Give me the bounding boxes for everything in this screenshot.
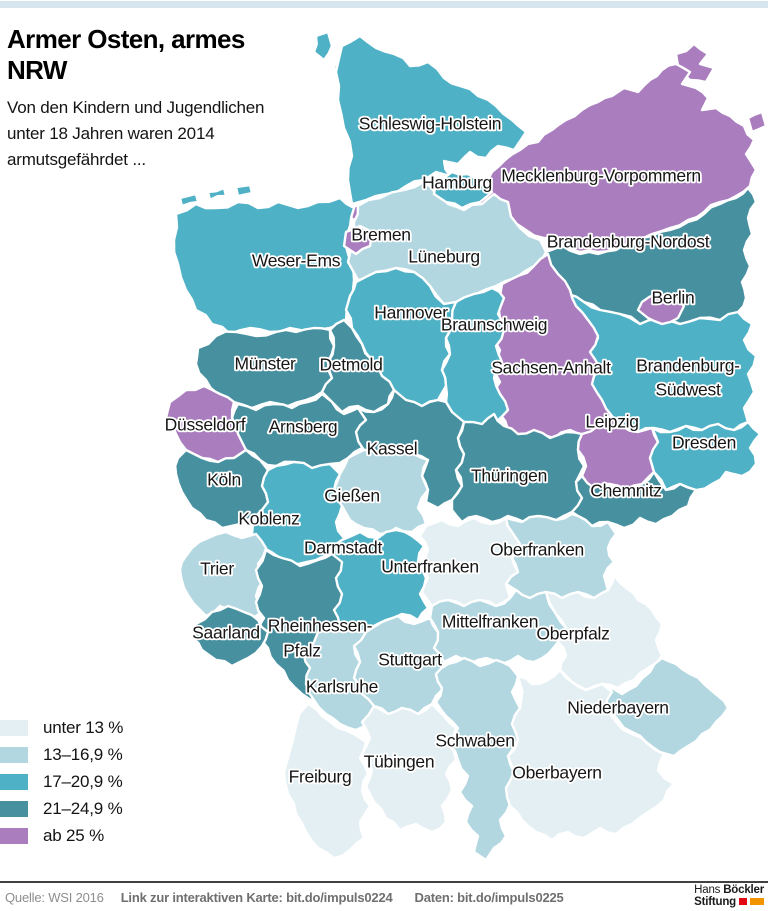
region-mecklenburg-vorpommern [468, 62, 758, 254]
region-label-saarland: Saarland [192, 623, 260, 643]
legend-swatch [0, 746, 28, 763]
region-label-braunschweig: Braunschweig [441, 315, 547, 335]
legend-item: 17–20,9 % [0, 768, 123, 795]
data-link-text: Daten: bit.do/impuls0225 [414, 889, 564, 905]
region-thueringen [450, 412, 586, 524]
region-label-koblenz: Koblenz [238, 509, 299, 529]
region-label-karlsruhe: Karlsruhe [306, 677, 378, 697]
region-label-niederbayern: Niederbayern [567, 698, 668, 718]
region-label-rheinhessen-pfalz: Pfalz [283, 641, 320, 661]
region-label-chemnitz: Chemnitz [590, 481, 662, 501]
region-duesseldorf [164, 384, 248, 464]
region-label-hamburg: Hamburg [422, 173, 492, 193]
region-label-freiburg: Freiburg [289, 767, 352, 787]
region-label-dresden: Dresden [672, 433, 736, 453]
legend-label: 21–24,9 % [43, 798, 123, 818]
region-chemnitz [570, 470, 698, 530]
subtitle-line: unter 18 Jahren waren 2014 [7, 124, 215, 143]
region-label-hannover: Hannover [374, 303, 448, 323]
logo-line-2: Stiftung [694, 896, 764, 908]
region-label-detmold: Detmold [319, 355, 382, 375]
region-label-tuebingen: Tübingen [364, 752, 435, 772]
region-label-koeln: Köln [207, 470, 241, 490]
legend-label: ab 25 % [43, 825, 104, 845]
region-label-leipzig: Leipzig [585, 412, 638, 432]
interactive-map-link-text: Link zur interaktiven Karte: bit.do/impu… [120, 889, 393, 905]
region-label-rheinhessen-pfalz: Rheinhessen- [268, 616, 373, 636]
region-label-giessen: Gießen [324, 486, 380, 506]
region-label-darmstadt: Darmstadt [304, 538, 382, 558]
hans-boeckler-stiftung-logo: Hans Böckler Stiftung [694, 884, 764, 908]
island-frisian-1 [178, 192, 200, 208]
island-frisian-2 [206, 186, 228, 202]
region-tuebingen [360, 702, 458, 834]
region-label-brandenburg-nordost: Brandenburg-Nordost [547, 232, 710, 252]
region-bremen [342, 224, 374, 256]
region-niederbayern [602, 656, 730, 758]
logo-orange-bar [750, 898, 764, 905]
region-arnsberg [230, 392, 368, 470]
footer: Quelle: WSI 2016 Link zur interaktiven K… [0, 881, 768, 911]
region-freiburg [282, 702, 372, 860]
subtitle-line: armutsgefährdet ... [7, 150, 146, 169]
island-sylt [312, 30, 334, 62]
region-oberbayern [504, 668, 676, 842]
region-giessen [332, 446, 430, 536]
legend-label: 17–20,9 % [43, 771, 123, 791]
island-frisian-3 [234, 183, 254, 198]
region-label-kassel: Kassel [367, 439, 418, 459]
source-label: Quelle: WSI 2016 [5, 889, 104, 905]
region-schwaben [434, 656, 522, 862]
region-berlin [636, 292, 686, 326]
region-label-mecklenburg-vorpommern: Mecklenburg-Vorpommern [501, 166, 701, 186]
subtitle-line: Von den Kindern und Jugendlichen [7, 98, 265, 117]
region-dresden [648, 420, 762, 492]
logo-line-1: Hans Böckler [694, 884, 764, 896]
region-label-bremen: Bremen [351, 225, 410, 245]
region-label-muenster: Münster [234, 354, 296, 374]
top-accent-band [0, 1, 768, 8]
region-label-schleswig-holstein: Schleswig-Holstein [359, 114, 501, 134]
region-label-stuttgart: Stuttgart [378, 650, 442, 670]
region-label-sachsen-anhalt: Sachsen-Anhalt [491, 358, 611, 378]
region-label-oberfranken: Oberfranken [490, 540, 584, 560]
region-label-mittelfranken: Mittelfranken [442, 612, 538, 632]
region-label-thueringen: Thüringen [471, 466, 547, 486]
legend: unter 13 % 13–16,9 % 17–20,9 % 21–24,9 % ab … [0, 714, 123, 849]
region-label-arnsberg: Arnsberg [269, 417, 338, 437]
legend-item: unter 13 % [0, 714, 123, 741]
legend-label: unter 13 % [43, 717, 124, 737]
region-label-berlin: Berlin [652, 288, 695, 308]
region-braunschweig [440, 286, 510, 430]
region-mittelfranken [428, 588, 568, 666]
logo-red-square [739, 898, 747, 905]
region-label-weser-ems: Weser-Ems [252, 251, 341, 271]
island-usedom [746, 110, 768, 134]
region-label-oberbayern: Oberbayern [512, 763, 601, 783]
region-schleswig-holstein [334, 34, 528, 206]
legend-item: ab 25 % [0, 822, 123, 849]
legend-swatch [0, 773, 28, 790]
region-label-brandenburg-suedwest: Brandenburg- [636, 356, 740, 376]
legend-item: 13–16,9 % [0, 741, 123, 768]
subtitle: Von den Kindern und Jugendlichen unter 1… [7, 95, 287, 173]
region-label-trier: Trier [200, 559, 234, 579]
legend-swatch [0, 719, 28, 736]
region-label-oberpfalz: Oberpfalz [536, 624, 609, 644]
header: Armer Osten, armes NRW Von den Kindern u… [7, 24, 287, 173]
page-title: Armer Osten, armes NRW [7, 24, 245, 85]
region-label-lueneburg: Lüneburg [408, 247, 480, 267]
legend-swatch [0, 827, 28, 844]
region-label-unterfranken: Unterfranken [381, 557, 479, 577]
legend-swatch [0, 800, 28, 817]
legend-item: 21–24,9 % [0, 795, 123, 822]
region-label-brandenburg-suedwest: Südwest [655, 380, 720, 400]
region-label-duesseldorf: Düsseldorf [165, 415, 246, 435]
region-saarland [190, 604, 270, 668]
legend-label: 13–16,9 % [43, 744, 123, 764]
region-label-schwaben: Schwaben [435, 731, 514, 751]
region-hamburg [432, 170, 494, 210]
